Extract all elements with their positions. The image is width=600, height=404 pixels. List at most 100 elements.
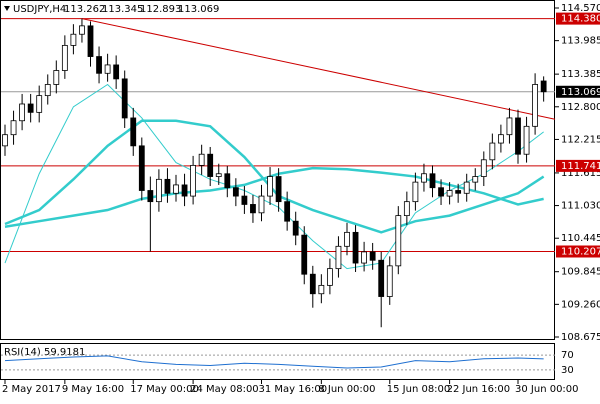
rsi-title: RSI(14) — [4, 347, 41, 358]
candle-body — [44, 84, 51, 97]
candle-body — [224, 173, 231, 189]
candle-body — [361, 251, 368, 264]
price-label: 114.380 — [561, 14, 600, 25]
candle-body — [138, 145, 145, 191]
candle-body — [121, 78, 128, 119]
candle-body — [198, 153, 205, 166]
candle-body — [27, 103, 34, 113]
candle-body — [61, 44, 68, 71]
ohlc-open: 113.262 — [64, 4, 105, 15]
candle-body — [87, 25, 94, 57]
current-price-box — [556, 85, 600, 98]
price-label: 111.741 — [561, 161, 600, 172]
candle-body — [480, 159, 487, 177]
candle-body — [164, 178, 171, 194]
x-tick-label: 31 May 16:00 — [259, 384, 328, 395]
rsi-value: 59.9181 — [44, 347, 85, 358]
candle-body — [438, 187, 444, 197]
candle-body — [309, 273, 316, 295]
y-tick-label: 113.385 — [561, 69, 600, 80]
rsi-pane-frame — [0, 343, 555, 380]
candle-body — [446, 190, 453, 197]
candle-body — [19, 103, 26, 122]
candle-body — [155, 178, 162, 203]
y-tick-label: 113.985 — [561, 36, 600, 47]
candle-body — [70, 33, 77, 46]
candle-body — [258, 195, 265, 214]
y-tick-label: 114.570 — [561, 3, 600, 14]
candle-body — [267, 176, 273, 197]
candle-body — [275, 176, 282, 203]
x-tick-label: 17 May 00:00 — [130, 384, 199, 395]
price-label-box — [556, 159, 600, 172]
candle-body — [429, 173, 436, 189]
candle-body — [173, 184, 179, 194]
candle-body — [540, 80, 547, 93]
candle-body — [10, 120, 17, 136]
candle-body — [369, 251, 376, 261]
ohlc-low: 112.893 — [140, 4, 181, 15]
price-label: 110.207 — [561, 246, 600, 257]
x-tick-label: 8 Jun 00:00 — [318, 384, 375, 395]
candle-body — [130, 117, 137, 147]
ohlc-close: 113.069 — [178, 4, 219, 15]
candle-body — [250, 204, 256, 214]
candle-body — [53, 70, 60, 85]
candle-body — [79, 25, 85, 35]
y-tick-label: 112.800 — [561, 102, 600, 113]
y-tick-label: 110.445 — [561, 233, 600, 244]
candle-body — [36, 95, 43, 113]
candle-body — [463, 181, 470, 194]
candle-body — [515, 117, 521, 155]
x-tick-label: 30 Jun 00:00 — [515, 384, 579, 395]
rsi-tick-label: 30 — [561, 365, 574, 376]
trendline — [81, 18, 556, 120]
candle-body — [181, 184, 188, 197]
candle-body — [497, 134, 504, 144]
price-label-box — [556, 245, 600, 258]
y-tick-label: 112.215 — [561, 134, 600, 145]
y-tick-label: 108.675 — [561, 332, 600, 343]
candle-body — [378, 259, 385, 297]
candle-body — [352, 231, 359, 264]
candle-body — [232, 187, 239, 197]
candle-body — [241, 195, 248, 205]
candle-body — [190, 164, 197, 197]
price-label-box — [556, 12, 600, 25]
rsi-line — [4, 355, 544, 369]
chart-title: USDJPY,H4 — [13, 4, 66, 15]
x-tick-label: 2 May 2017 — [2, 384, 61, 395]
y-tick-label: 111.615 — [561, 168, 600, 179]
candle-body — [506, 117, 513, 136]
candle-body — [386, 265, 393, 297]
candle-body — [215, 173, 222, 177]
candle-body — [455, 190, 462, 194]
x-tick-label: 24 May 08:00 — [190, 384, 259, 395]
candle-body — [292, 220, 299, 236]
candle-body — [523, 125, 530, 155]
candle-body — [207, 153, 214, 177]
candle-body — [284, 201, 291, 222]
candle-body — [489, 142, 496, 161]
candle-body — [335, 245, 342, 270]
candle-body — [472, 176, 479, 183]
candle-body — [104, 64, 111, 74]
candle-body — [344, 231, 350, 247]
candle-body — [301, 234, 308, 275]
x-tick-label: 15 Jun 08:00 — [387, 384, 451, 395]
rsi-tick-label: 70 — [561, 350, 574, 361]
candle-body — [403, 201, 410, 217]
candle-body — [395, 215, 402, 267]
candle-body — [96, 56, 102, 74]
candle-body — [318, 284, 325, 295]
x-tick-label: 22 Jun 16:00 — [447, 384, 511, 395]
candle-body — [421, 173, 427, 183]
ohlc-high: 113.345 — [102, 4, 143, 15]
candle-body — [147, 190, 154, 203]
candle-body — [2, 134, 8, 147]
y-tick-label: 111.030 — [561, 201, 600, 212]
current-price-label: 113.069 — [561, 87, 600, 98]
candle-body — [326, 268, 333, 286]
